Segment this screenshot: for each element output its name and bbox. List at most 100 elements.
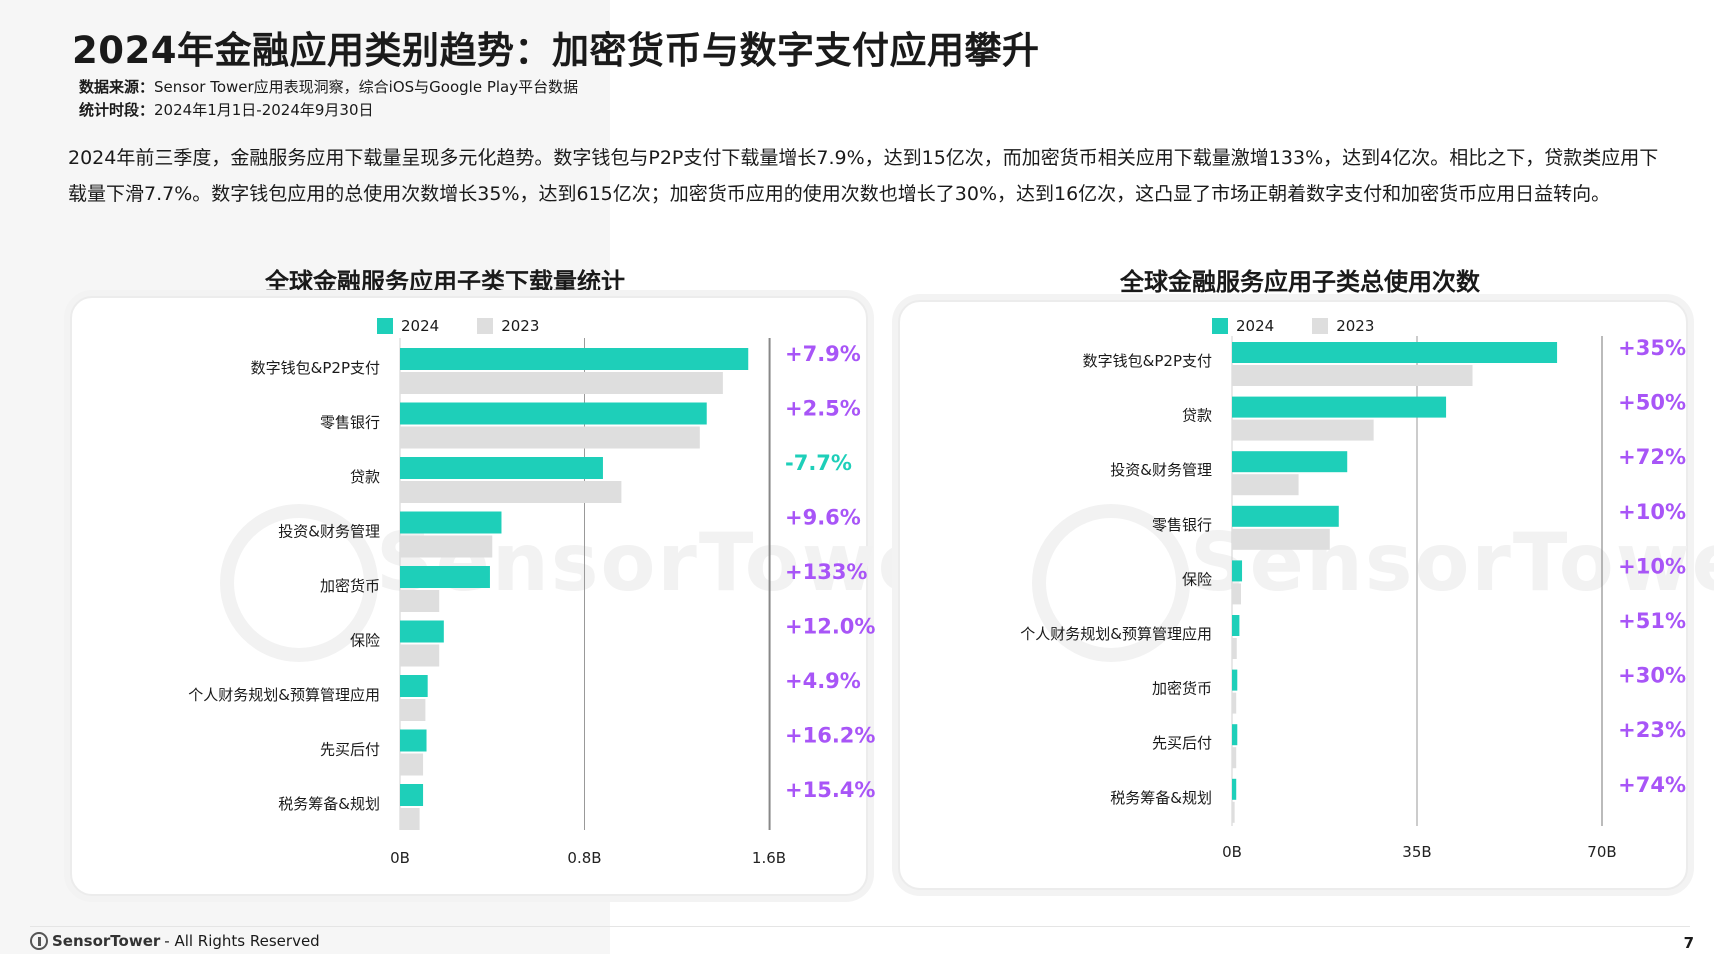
growth-label: +74% xyxy=(1618,773,1686,797)
growth-label: +16.2% xyxy=(785,724,875,748)
category-label: 贷款 xyxy=(350,468,380,486)
footer-rights: - All Rights Reserved xyxy=(164,932,320,950)
chart-card-downloads xyxy=(70,296,868,896)
category-label: 保险 xyxy=(350,632,380,650)
bar-2024 xyxy=(400,348,749,370)
bar-2023 xyxy=(400,481,622,503)
chart-title-usage: 全球金融服务应用子类总使用次数 xyxy=(1120,268,1480,296)
bar-2023 xyxy=(1232,583,1241,605)
bar-2024 xyxy=(400,566,490,588)
legend-swatch-2024 xyxy=(377,318,393,334)
x-tick-label: 0B xyxy=(1222,843,1242,861)
bar-2023 xyxy=(400,699,426,721)
growth-label: +4.9% xyxy=(785,669,861,693)
category-label: 税务筹备&规划 xyxy=(1110,789,1212,807)
growth-label: +50% xyxy=(1618,391,1686,415)
bar-2023 xyxy=(1232,365,1473,386)
stat-period: 统计时段：2024年1月1日-2024年9月30日 xyxy=(79,99,374,120)
legend-swatch-2023 xyxy=(477,318,494,334)
category-label: 数字钱包&P2P支付 xyxy=(1083,352,1212,370)
growth-label: +35% xyxy=(1618,336,1686,360)
legend-label-2023: 2023 xyxy=(501,317,540,335)
bar-2023 xyxy=(400,808,420,830)
bar-2024 xyxy=(400,729,427,752)
bar-2023 xyxy=(1232,801,1235,823)
growth-label: +2.5% xyxy=(785,397,861,421)
data-source: 数据来源：Sensor Tower应用表现洞察，综合iOS与Google Pla… xyxy=(79,76,578,97)
bar-2023 xyxy=(400,372,723,394)
footer-divider xyxy=(30,926,1690,927)
category-label: 保险 xyxy=(1182,570,1212,588)
growth-label: +10% xyxy=(1618,554,1686,578)
footer: SensorTower - All Rights Reserved xyxy=(30,932,320,950)
growth-label: -7.7% xyxy=(785,451,852,475)
legend-label-2024: 2024 xyxy=(401,317,440,335)
bar-2024 xyxy=(1232,615,1240,636)
category-label: 税务筹备&规划 xyxy=(278,795,380,813)
page-title: 2024年金融应用类别趋势：加密货币与数字支付应用攀升 xyxy=(72,29,1040,72)
category-label: 个人财务规划&预算管理应用 xyxy=(188,686,380,704)
category-label: 加密货币 xyxy=(320,577,380,595)
bar-2024 xyxy=(400,675,428,697)
bar-2023 xyxy=(1232,528,1330,550)
growth-label: +30% xyxy=(1618,664,1686,688)
bar-2024 xyxy=(1232,342,1558,363)
x-tick-label: 1.6B xyxy=(752,849,786,867)
legend-swatch-2023 xyxy=(1312,318,1329,334)
bar-2024 xyxy=(400,784,424,806)
bar-2023 xyxy=(1232,638,1237,659)
category-label: 贷款 xyxy=(1182,407,1212,425)
growth-label: +7.9% xyxy=(785,342,861,366)
bar-2024 xyxy=(1232,560,1243,582)
category-label: 先买后付 xyxy=(320,741,380,759)
bar-2023 xyxy=(400,644,440,667)
growth-label: +72% xyxy=(1618,445,1686,469)
stat-period-text: 2024年1月1日-2024年9月30日 xyxy=(154,101,374,119)
category-label: 零售银行 xyxy=(1152,516,1212,534)
x-tick-label: 70B xyxy=(1587,843,1616,861)
bar-2023 xyxy=(1232,474,1299,496)
bar-2024 xyxy=(1232,396,1447,418)
growth-label: +9.6% xyxy=(785,506,861,530)
stat-period-label: 统计时段： xyxy=(79,101,155,119)
bar-2024 xyxy=(400,457,603,479)
category-label: 零售银行 xyxy=(320,414,380,432)
bar-2024 xyxy=(1232,451,1348,473)
bar-2023 xyxy=(1232,747,1237,769)
sensortower-logo-icon xyxy=(30,932,48,950)
category-label: 投资&财务管理 xyxy=(278,523,380,541)
bar-2023 xyxy=(1232,692,1237,714)
bar-2024 xyxy=(1232,669,1238,691)
x-tick-label: 0.8B xyxy=(567,849,601,867)
bar-2023 xyxy=(400,753,424,776)
category-label: 先买后付 xyxy=(1152,734,1212,752)
legend-usage: 2024 2023 xyxy=(1212,317,1374,335)
bar-2024 xyxy=(1232,778,1237,800)
legend-swatch-2024 xyxy=(1212,318,1228,334)
bar-2023 xyxy=(1232,419,1374,441)
summary-paragraph: 2024年前三季度，金融服务应用下载量呈现多元化趋势。数字钱包与P2P支付下载量… xyxy=(68,147,1659,205)
bar-2024 xyxy=(400,620,444,643)
category-label: 数字钱包&P2P支付 xyxy=(251,359,380,377)
growth-label: +23% xyxy=(1618,718,1686,742)
growth-label: +10% xyxy=(1618,500,1686,524)
bar-2023 xyxy=(400,535,493,558)
x-tick-label: 35B xyxy=(1402,843,1431,861)
growth-label: +133% xyxy=(785,560,867,584)
category-label: 个人财务规划&预算管理应用 xyxy=(1020,625,1212,643)
bar-2024 xyxy=(1232,724,1238,746)
category-label: 投资&财务管理 xyxy=(1110,461,1212,479)
bar-2023 xyxy=(400,426,700,449)
growth-label: +51% xyxy=(1618,609,1686,633)
data-source-label: 数据来源： xyxy=(79,78,155,96)
legend-label-2023: 2023 xyxy=(1336,317,1375,335)
legend-downloads: 2024 2023 xyxy=(377,317,539,335)
growth-label: +15.4% xyxy=(785,778,875,802)
growth-label: +12.0% xyxy=(785,615,875,639)
bar-2024 xyxy=(400,402,707,425)
bar-2024 xyxy=(400,511,502,534)
data-source-text: Sensor Tower应用表现洞察，综合iOS与Google Play平台数据 xyxy=(154,78,579,96)
footer-brand: SensorTower xyxy=(52,932,161,950)
